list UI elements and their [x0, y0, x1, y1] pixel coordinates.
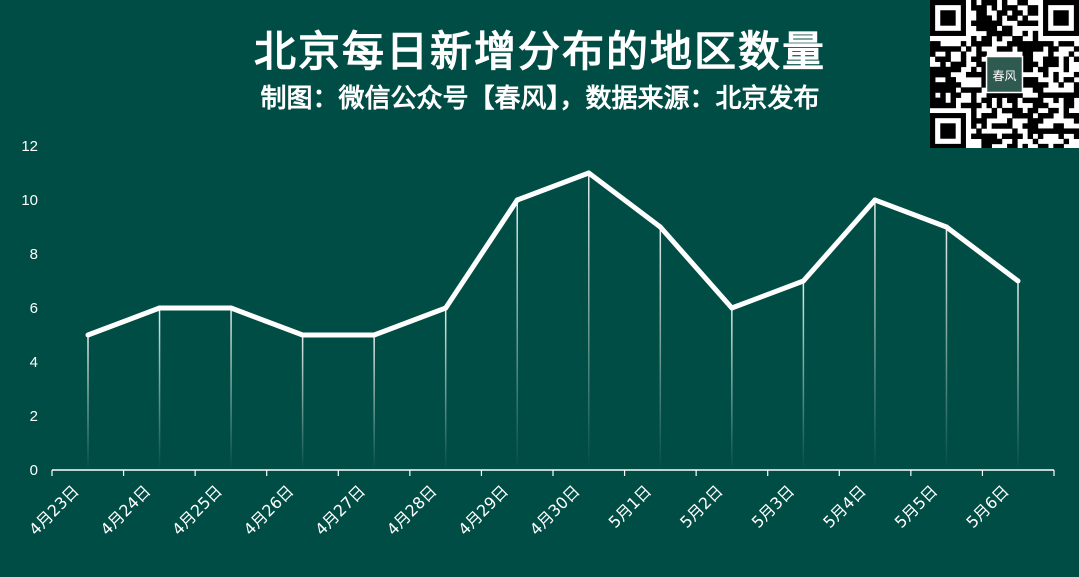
drop-line [731, 308, 733, 470]
x-tick-label: 4月28日 [383, 481, 441, 539]
x-tick-label: 4月24日 [97, 481, 155, 539]
x-tick-label: 5月6日 [962, 481, 1012, 531]
x-tick-label: 5月1日 [605, 481, 655, 531]
data-point [1015, 278, 1021, 284]
data-point [371, 332, 377, 338]
series-line [87, 170, 1020, 338]
y-tick-label: 8 [30, 246, 38, 263]
x-tick-label: 5月5日 [891, 481, 941, 531]
drop-line [158, 308, 161, 470]
x-tick-label: 4月23日 [25, 481, 83, 539]
y-tick-label: 2 [30, 408, 38, 425]
data-point [300, 332, 306, 338]
drop-line [659, 227, 662, 470]
drop-line [87, 335, 89, 470]
y-tick-label: 4 [30, 354, 38, 371]
x-tick-label: 4月25日 [168, 481, 226, 539]
drop-line [230, 308, 232, 470]
x-tick-label: 4月27日 [311, 481, 369, 539]
drop-line [301, 335, 304, 470]
data-point [943, 224, 949, 230]
data-point [800, 278, 806, 284]
y-tick-label: 6 [30, 300, 38, 317]
y-tick-label: 12 [21, 138, 38, 155]
drop-line [802, 281, 805, 470]
x-tick-label: 5月2日 [676, 481, 726, 531]
drop-line [516, 200, 518, 470]
data-point [228, 305, 234, 311]
data-point [514, 197, 520, 203]
data-point [157, 305, 163, 311]
chart-title: 北京每日新增分布的地区数量 [253, 27, 826, 76]
qr-code: 春风 [930, 0, 1079, 148]
drop-line [945, 227, 948, 470]
drop-line [373, 335, 375, 470]
data-point [586, 170, 592, 176]
data-point [443, 305, 449, 311]
drop-line [1017, 281, 1019, 470]
x-tick-label: 5月3日 [748, 481, 798, 531]
data-point [85, 332, 91, 338]
x-tick-label: 4月26日 [240, 481, 298, 539]
drop-line [444, 308, 447, 470]
x-tick-label: 5月4日 [819, 481, 869, 531]
data-point [729, 305, 735, 311]
y-tick-label: 10 [21, 192, 38, 209]
x-tick-label: 4月29日 [454, 481, 512, 539]
data-point [657, 224, 663, 230]
chart-subtitle: 制图：微信公众号【春风】，数据来源：北京发布 [260, 84, 820, 114]
data-point [872, 197, 878, 203]
svg-text:春风: 春风 [992, 69, 1016, 83]
qr-logo [985, 55, 1024, 94]
x-tick-label: 4月30日 [526, 481, 584, 539]
drop-line [588, 173, 590, 470]
y-tick-label: 0 [30, 462, 38, 479]
drop-line [874, 200, 876, 470]
